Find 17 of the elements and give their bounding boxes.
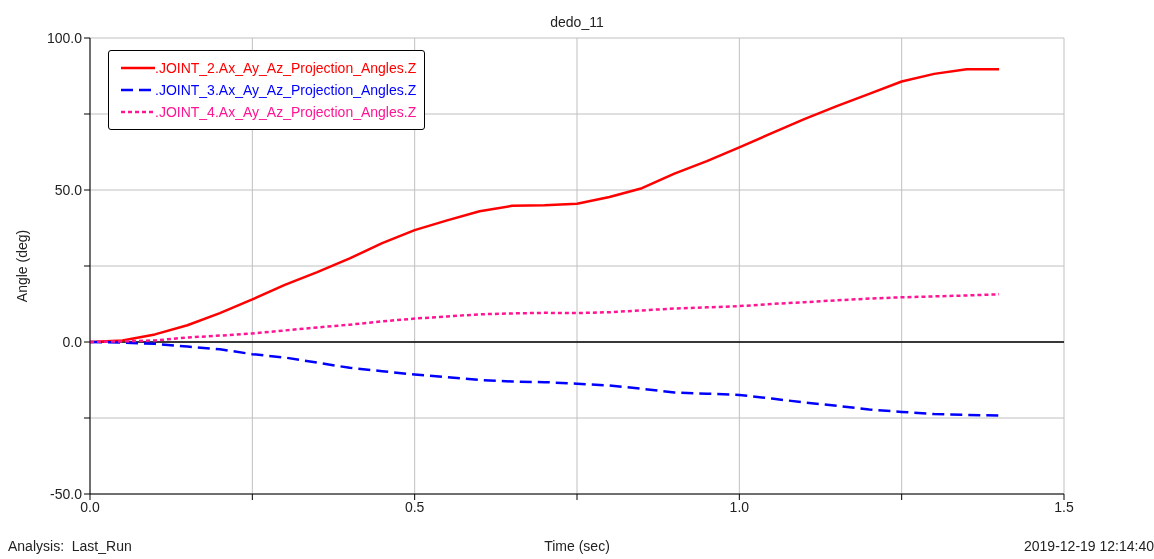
x-tick-label: 0.5 — [404, 498, 425, 515]
y-tick-label: 0.0 — [62, 333, 83, 350]
y-tick-label: 50.0 — [54, 181, 83, 198]
text: Analysis: Last_Run — [8, 538, 132, 554]
chart-title: dedo_11 — [549, 14, 605, 30]
x-axis-title: Time (sec) — [544, 538, 610, 554]
y-tick-label: -50.0 — [50, 485, 83, 502]
line-series — [90, 293, 1001, 344]
legend-label: .JOINT_4.Ax_Ay_Az_Projection_Angles.Z — [155, 104, 417, 120]
text: 2019-12-19 12:14:40 — [1024, 538, 1154, 554]
x-tick-label: 1.5 — [1054, 498, 1074, 515]
x-tick-label: 0.0 — [80, 498, 100, 515]
legend-label: .JOINT_3.Ax_Ay_Az_Projection_Angles.Z — [155, 82, 417, 98]
y-axis-title: Angle (deg) — [14, 229, 30, 303]
x-tick-label: 1.0 — [729, 498, 750, 515]
legend-label: .JOINT_2.Ax_Ay_Az_Projection_Angles.Z — [155, 60, 417, 76]
y-tick-label: 100.0 — [46, 29, 83, 46]
